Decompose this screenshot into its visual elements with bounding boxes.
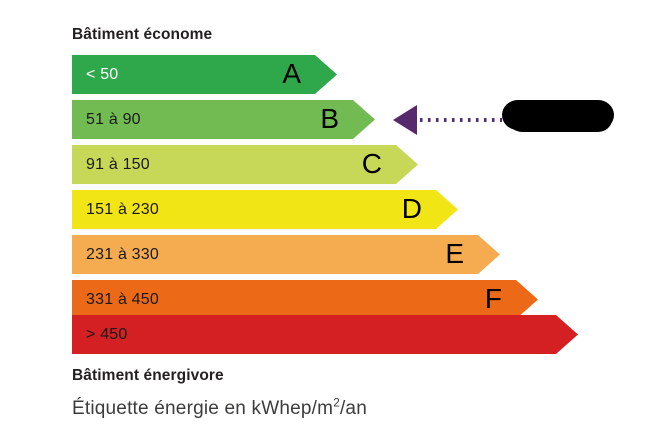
energy-class-range-label: < 50 (86, 66, 119, 83)
caption-economical-building: Bâtiment économe (72, 26, 213, 43)
energy-class-letter: B (320, 103, 339, 134)
energy-unit-prefix: Étiquette énergie en kWhep/m (72, 398, 334, 419)
energy-class-arrow-shape (72, 315, 578, 354)
energy-class-row: 331 à 450 F (72, 280, 538, 319)
energy-class-arrow-shape (72, 235, 500, 274)
energy-class-letter: E (445, 238, 464, 269)
energy-class-range-label: 231 à 330 (86, 246, 159, 263)
energy-class-arrow-shape (72, 280, 538, 319)
energy-class-range-label: 151 à 230 (86, 201, 159, 218)
energy-class-row: > 450 (72, 315, 578, 354)
energy-class-arrow-shape (72, 55, 337, 94)
energy-class-letter: F (484, 283, 502, 314)
energy-class-letter: C (361, 148, 382, 179)
energy-unit-suffix: /an (339, 398, 367, 419)
redacted-value-blob (502, 100, 614, 132)
energy-class-row: 51 à 90 B (72, 100, 375, 139)
energy-class-arrow-shape (72, 145, 418, 184)
energy-class-row: < 50 A (72, 55, 337, 94)
energy-class-range-label: 91 à 150 (86, 156, 150, 173)
pointer-dotted-line-icon (420, 118, 502, 122)
energy-class-range-label: 51 à 90 (86, 111, 141, 128)
energy-class-arrow-shape (72, 190, 458, 229)
energy-unit-caption: Étiquette énergie en kWhep/m2/an (72, 396, 367, 420)
energy-class-arrow-shape (72, 100, 375, 139)
energy-class-row: 91 à 150 C (72, 145, 418, 184)
energy-class-range-label: 331 à 450 (86, 291, 159, 308)
class-pointer-arrow-icon (393, 105, 417, 135)
energy-class-letter: A (282, 58, 301, 89)
energy-class-letter: D (401, 193, 422, 224)
energy-class-range-label: > 450 (86, 326, 128, 343)
energy-unit-exponent: 2 (333, 396, 340, 410)
energy-class-row: 151 à 230 D (72, 190, 458, 229)
caption-energy-hungry-building: Bâtiment énergivore (72, 367, 224, 384)
energy-class-row: 231 à 330 E (72, 235, 500, 274)
